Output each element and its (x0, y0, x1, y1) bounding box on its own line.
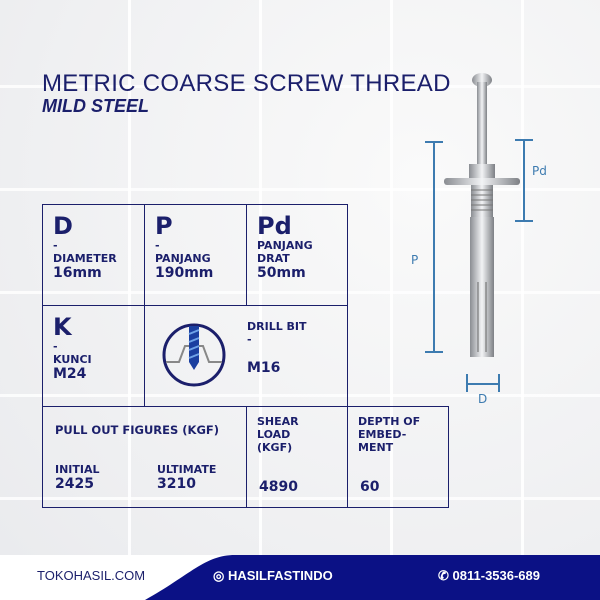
value: 4890 (259, 479, 298, 495)
dash: - (247, 333, 252, 346)
spec-drill-bit: DRILL BIT - M16 (144, 305, 348, 407)
label: DEPTH OF EMBED- MENT (358, 415, 421, 454)
footer-banner (0, 555, 600, 600)
symbol: K (53, 313, 72, 341)
label: KUNCI (53, 353, 92, 366)
whatsapp-link[interactable]: ✆ 0811-3536-689 (438, 568, 540, 584)
spec-length: P - PANJANG 190mm (144, 204, 247, 306)
d-tick-right (498, 374, 500, 392)
anchor-bolt-image (444, 73, 520, 357)
instagram-handle: HASILFASTINDO (227, 568, 333, 583)
label: DRILL BIT (247, 320, 307, 333)
value: 190mm (155, 265, 214, 281)
pd-tick-top (515, 139, 533, 141)
dash: - (53, 340, 58, 353)
value: M24 (53, 366, 87, 382)
spec-diameter: D - DIAMETER 16mm (42, 204, 145, 306)
d-tick-left (466, 374, 468, 392)
pd-tick-bottom (515, 220, 533, 222)
label: PANJANG DRAT (257, 239, 313, 265)
p-tick-top (425, 141, 443, 143)
page-title: METRIC COARSE SCREW THREAD (42, 70, 451, 97)
website-link[interactable]: TOKOHASIL.COM (37, 568, 146, 583)
spec-key: K - KUNCI M24 (42, 305, 145, 407)
dash: - (155, 239, 160, 252)
whatsapp-icon: ✆ (438, 568, 449, 583)
dash: - (53, 239, 58, 252)
pd-dimension-line (523, 139, 525, 221)
whatsapp-number: 0811-3536-689 (452, 568, 541, 583)
p-tick-bottom (425, 351, 443, 353)
page-subtitle: MILD STEEL (42, 96, 149, 116)
value: 50mm (257, 265, 306, 281)
spec-thread-length: Pd PANJANG DRAT 50mm (246, 204, 348, 306)
ultimate-label: ULTIMATE (157, 463, 217, 476)
instagram-icon: ◎ (213, 568, 225, 583)
drill-bit-icon (162, 323, 226, 387)
label: SHEAR LOAD (KGF) (257, 415, 299, 454)
symbol: D (53, 212, 73, 240)
spec-pull-out: PULL OUT FIGURES (KGF) INITIAL 2425 ULTI… (42, 406, 247, 508)
label: PULL OUT FIGURES (KGF) (55, 423, 220, 437)
value: M16 (247, 360, 281, 376)
p-label: P (411, 253, 419, 267)
ultimate-value: 3210 (157, 476, 196, 492)
spec-shear-load: SHEAR LOAD (KGF) 4890 (246, 406, 348, 508)
spec-depth: DEPTH OF EMBED- MENT 60 (347, 406, 449, 508)
symbol: Pd (257, 212, 292, 240)
symbol: P (155, 212, 173, 240)
pd-label: Pd (532, 164, 547, 178)
d-dimension-line (466, 383, 499, 385)
label: PANJANG (155, 252, 211, 265)
value: 16mm (53, 265, 102, 281)
p-dimension-line (433, 141, 435, 352)
value: 60 (360, 479, 380, 495)
label: DIAMETER (53, 252, 117, 265)
initial-value: 2425 (55, 476, 94, 492)
instagram-link[interactable]: ◎ HASILFASTINDO (213, 568, 333, 584)
d-label: D (478, 392, 488, 406)
initial-label: INITIAL (55, 463, 100, 476)
